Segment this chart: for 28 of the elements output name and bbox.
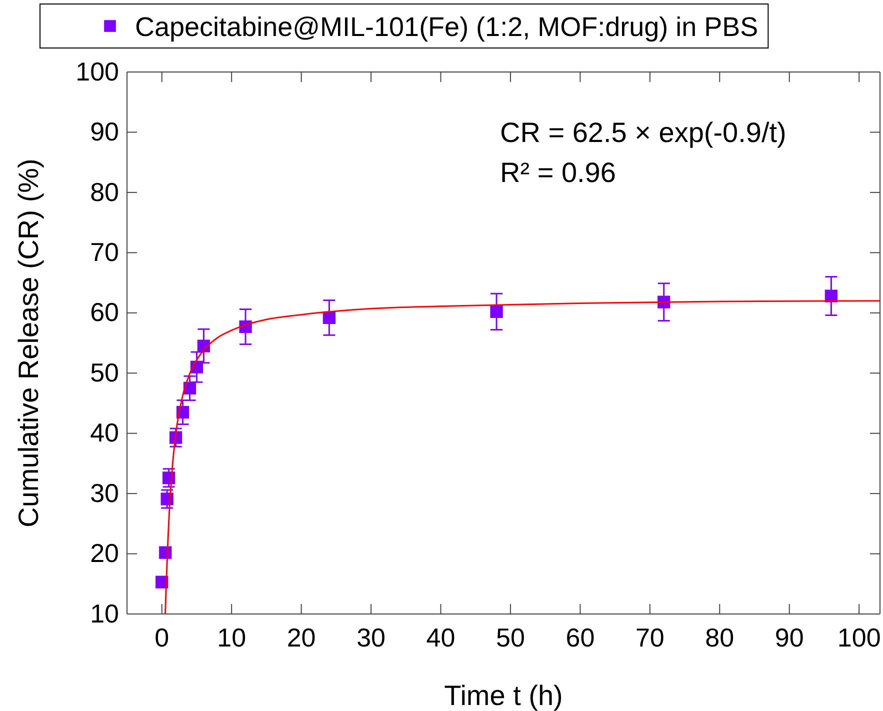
y-tick-label: 100: [76, 56, 119, 86]
x-tick-label: 90: [774, 622, 804, 652]
x-tick-label: 20: [286, 622, 316, 652]
x-tick-label: 30: [356, 622, 386, 652]
point: [322, 311, 336, 324]
y-tick-label: 50: [90, 357, 119, 388]
x-tick-label: 10: [217, 622, 246, 652]
legend-label: Capecitabine@MIL-101(Fe) (1:2, MOF:drug) in PBS: [135, 12, 758, 42]
x-tick-label: 50: [496, 622, 525, 652]
y-tick-label: 70: [90, 236, 119, 267]
y-tick-label: 60: [90, 297, 119, 328]
y-axis-title: Cumulative Release (CR) (%): [13, 158, 44, 528]
x-tick-label: 80: [705, 622, 734, 652]
x-tick-label: 60: [566, 622, 595, 652]
y-tick-label: 80: [90, 176, 119, 207]
y-tick-label: 20: [90, 538, 119, 568]
y-tick-label: 30: [90, 478, 119, 508]
annotation: R² = 0.96: [500, 157, 616, 188]
x-tick-label: 0: [154, 622, 170, 652]
point: [490, 305, 503, 318]
y-tick-label: 40: [90, 418, 119, 448]
x-tick-label: 70: [635, 622, 664, 652]
x-tick-label: 100: [837, 622, 881, 652]
y-tick-label: 10: [90, 598, 119, 628]
annotation: CR = 62.5 × exp(-0.9/t): [500, 117, 786, 148]
y-tick-label: 90: [90, 116, 119, 147]
x-axis-title: Time t (h): [444, 680, 563, 711]
x-tick-label: 40: [426, 622, 456, 652]
